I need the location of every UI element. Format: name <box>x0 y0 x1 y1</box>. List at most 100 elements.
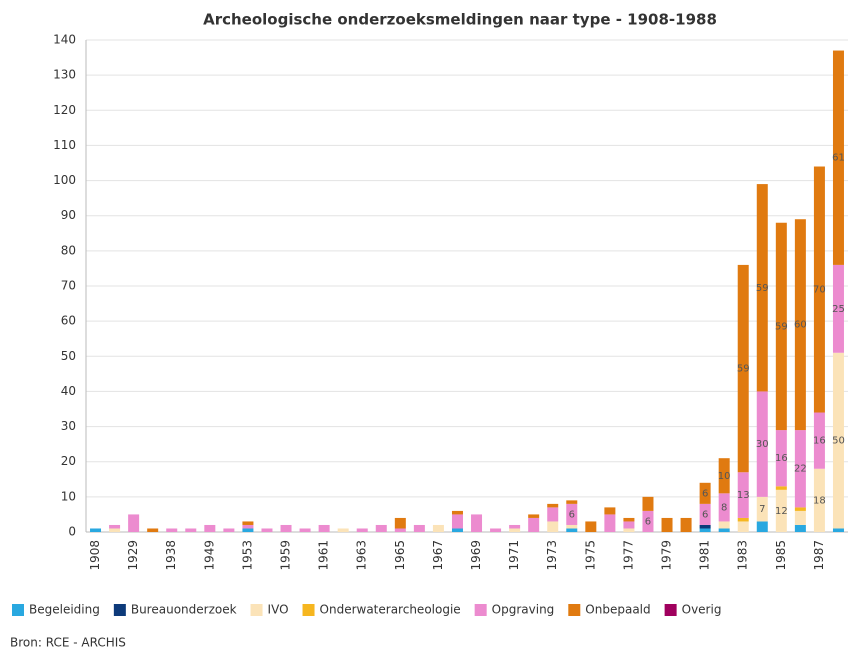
bar-segment <box>756 391 768 497</box>
y-tick-label: 0 <box>68 525 76 539</box>
x-tick-label: 1959 <box>279 540 293 571</box>
bar-segment <box>566 528 578 532</box>
bar-segment <box>242 528 254 532</box>
legend-swatch <box>664 604 677 616</box>
bar-segment <box>661 517 673 532</box>
x-tick-label: 1987 <box>812 540 826 571</box>
value-label: 6 <box>702 488 708 499</box>
bar-segment <box>394 517 406 529</box>
y-tick-label: 70 <box>61 279 76 293</box>
bar-segment <box>756 521 768 532</box>
x-tick-label: 1967 <box>431 540 445 571</box>
bar-segment <box>756 184 768 392</box>
value-label: 30 <box>756 439 769 450</box>
bar-segment <box>718 458 730 494</box>
bar-segment <box>413 524 425 532</box>
legend-label: IVO <box>268 603 289 617</box>
legend-swatch <box>250 604 263 616</box>
bar-segment <box>528 514 540 518</box>
x-tick-label: 1969 <box>469 540 483 571</box>
bar-segment <box>604 514 616 532</box>
bar-segment <box>642 496 654 511</box>
bar-segment <box>813 468 825 532</box>
y-tick-label: 50 <box>61 349 76 363</box>
legend-label: Onderwaterarcheologie <box>320 603 461 617</box>
bar-segment <box>566 500 578 504</box>
x-tick-label: 1961 <box>317 540 331 571</box>
bar-segment <box>642 510 654 532</box>
bar-segment <box>832 352 844 529</box>
bar-segment <box>185 528 197 532</box>
bar-segment <box>737 521 749 532</box>
bar-segment <box>813 166 825 413</box>
x-tick-label: 1979 <box>660 540 674 571</box>
bar-segment <box>832 50 844 265</box>
legend-label: Bureauonderzoek <box>131 603 237 617</box>
bar-segment <box>623 528 635 532</box>
y-tick-label: 140 <box>53 33 76 47</box>
bar-segment <box>90 528 102 532</box>
bar-segment <box>109 524 121 529</box>
value-label: 16 <box>775 453 788 464</box>
bar-segment <box>147 528 159 532</box>
bar-segment <box>242 521 254 525</box>
value-label: 59 <box>756 283 769 294</box>
y-tick-label: 40 <box>61 384 76 398</box>
y-tick-label: 10 <box>61 489 76 503</box>
bar-segment <box>699 503 711 525</box>
bar-segment <box>356 528 368 532</box>
value-label: 6 <box>569 509 575 520</box>
bar-segment <box>242 524 254 529</box>
bar-segment <box>832 528 844 532</box>
bar-segment <box>794 507 806 511</box>
value-label: 16 <box>813 436 826 447</box>
value-label: 8 <box>721 502 727 513</box>
y-tick-label: 130 <box>53 68 76 82</box>
bar-segment <box>623 521 635 529</box>
x-tick-label: 1963 <box>355 540 369 571</box>
y-tick-label: 120 <box>53 103 76 117</box>
bar-segment <box>566 503 578 525</box>
bar-segment <box>832 264 844 353</box>
bar-segment <box>585 521 597 532</box>
bar-segment <box>699 482 711 504</box>
bar-segment <box>794 219 806 431</box>
bar-segment <box>375 524 387 532</box>
bar-segment <box>718 528 730 532</box>
bar-segment <box>680 517 692 532</box>
bar-segment <box>737 472 749 518</box>
bar-segment <box>528 517 540 532</box>
legend-swatch <box>568 604 581 616</box>
value-label: 12 <box>775 506 788 517</box>
bar-segment <box>109 528 121 532</box>
bar-segment <box>509 524 521 529</box>
value-label: 6 <box>702 509 708 520</box>
value-label: 6 <box>645 516 651 527</box>
y-tick-label: 80 <box>61 243 76 257</box>
legend-swatch <box>113 604 126 616</box>
x-tick-label: 1971 <box>507 540 521 571</box>
x-tick-label: 1977 <box>621 540 635 571</box>
value-label: 22 <box>794 464 807 475</box>
chart-title: Archeologische onderzoeksmeldingen naar … <box>203 11 717 29</box>
bar-segment <box>451 514 463 529</box>
value-label: 25 <box>832 304 845 315</box>
x-tick-label: 1908 <box>88 540 102 571</box>
bar-segment <box>737 517 749 522</box>
bar-segment <box>204 524 216 532</box>
legend-swatch <box>302 604 315 616</box>
value-label: 18 <box>813 495 826 506</box>
bar-segment <box>794 524 806 532</box>
y-tick-label: 100 <box>53 173 76 187</box>
bar-segment <box>318 524 330 532</box>
bar-segment <box>794 430 806 508</box>
bar-segment <box>566 524 578 529</box>
value-label: 13 <box>737 490 750 501</box>
bar-segment <box>471 514 483 532</box>
value-label: 7 <box>759 504 765 515</box>
y-tick-label: 20 <box>61 454 76 468</box>
bar-segment <box>775 486 787 490</box>
x-tick-label: 1938 <box>164 540 178 571</box>
bar-segment <box>280 524 292 532</box>
